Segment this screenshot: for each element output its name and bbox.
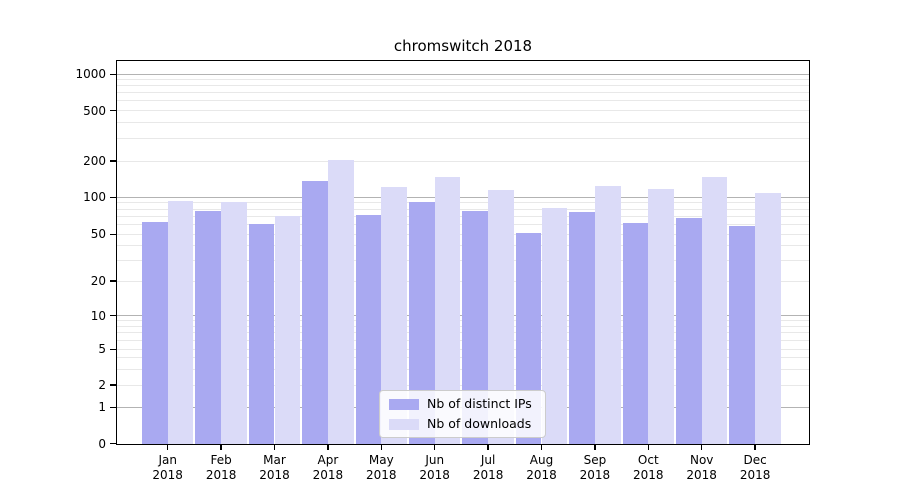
y-axis-tick bbox=[110, 315, 116, 317]
x-axis-tick-label: Sep 2018 bbox=[579, 453, 611, 482]
x-axis-tick-label: Jun 2018 bbox=[419, 453, 450, 482]
x-axis-tick-label: Feb 2018 bbox=[205, 453, 237, 482]
y-axis-tick bbox=[110, 196, 116, 198]
x-axis-tick-label: Mar 2018 bbox=[259, 453, 290, 482]
x-axis-tick bbox=[380, 445, 382, 450]
bar-downloads-nov bbox=[701, 177, 728, 445]
bar-distinct-ips-mar bbox=[248, 223, 275, 445]
bar-distinct-ips-may bbox=[355, 214, 382, 445]
gridline-minor bbox=[116, 160, 810, 162]
y-axis-tick-label: 5 bbox=[98, 342, 106, 357]
legend-swatch-distinct-ips bbox=[389, 398, 419, 410]
y-axis-tick-label: 1 bbox=[98, 400, 106, 415]
x-axis-tick-label: Oct 2018 bbox=[633, 453, 664, 482]
x-axis-tick-label: Jul 2018 bbox=[472, 453, 504, 482]
legend-label: Nb of distinct IPs bbox=[427, 396, 532, 411]
bar-downloads-jan bbox=[167, 201, 194, 445]
x-axis-tick bbox=[754, 445, 756, 450]
gridline-minor bbox=[116, 85, 810, 87]
legend-item: Nb of downloads bbox=[389, 416, 536, 432]
x-axis-tick bbox=[220, 445, 222, 450]
gridline-minor bbox=[116, 110, 810, 111]
y-axis-tick bbox=[110, 160, 116, 162]
gridline-major bbox=[116, 196, 810, 198]
y-axis-tick-label: 100 bbox=[83, 190, 106, 205]
y-axis-tick-label: 500 bbox=[83, 103, 106, 118]
gridline-major bbox=[116, 73, 810, 75]
x-axis-tick bbox=[434, 445, 436, 450]
x-axis-tick-label: May 2018 bbox=[366, 453, 397, 482]
y-axis-tick-label: 10 bbox=[90, 308, 106, 323]
y-axis-tick bbox=[110, 384, 116, 386]
bar-downloads-feb bbox=[221, 201, 247, 445]
y-axis-tick bbox=[110, 280, 116, 282]
gridline-minor bbox=[116, 202, 810, 204]
gridline-minor bbox=[116, 122, 810, 124]
x-axis-tick-label: Nov 2018 bbox=[686, 453, 717, 482]
x-axis-tick-label: Dec 2018 bbox=[739, 453, 771, 482]
bar-distinct-ips-oct bbox=[622, 222, 649, 445]
y-axis-tick-label: 20 bbox=[90, 274, 106, 288]
x-axis-tick-label: Apr 2018 bbox=[312, 453, 344, 482]
bar-distinct-ips-apr bbox=[302, 181, 328, 445]
bar-distinct-ips-jan bbox=[142, 221, 168, 445]
bar-downloads-sep bbox=[594, 186, 621, 445]
x-axis-tick bbox=[540, 445, 543, 450]
x-axis-tick bbox=[701, 445, 703, 450]
bar-downloads-mar bbox=[274, 215, 301, 445]
y-axis-tick bbox=[110, 442, 116, 445]
y-axis-tick-label: 0 bbox=[98, 436, 106, 451]
y-axis-tick-label: 50 bbox=[90, 227, 106, 242]
x-axis-tick bbox=[594, 445, 596, 450]
y-axis-tick-label: 200 bbox=[83, 154, 106, 168]
bar-downloads-oct bbox=[648, 188, 674, 445]
gridline-minor bbox=[116, 138, 810, 140]
x-axis-tick bbox=[273, 445, 276, 450]
y-axis-tick bbox=[110, 73, 116, 75]
y-axis-tick-label: 2 bbox=[98, 378, 106, 392]
bar-downloads-dec bbox=[755, 192, 781, 445]
y-axis-tick bbox=[110, 406, 116, 408]
gridline-minor bbox=[116, 79, 810, 81]
gridline-minor bbox=[116, 208, 810, 210]
legend-swatch-downloads bbox=[389, 418, 419, 430]
bar-distinct-ips-sep bbox=[569, 211, 595, 445]
y-axis-tick bbox=[110, 348, 116, 350]
x-axis-tick bbox=[327, 445, 329, 450]
bar-distinct-ips-nov bbox=[676, 217, 702, 445]
bar-downloads-apr bbox=[327, 160, 354, 445]
legend-item: Nb of distinct IPs bbox=[389, 396, 536, 412]
x-axis-tick-label: Jan 2018 bbox=[152, 453, 183, 482]
gridline-minor bbox=[116, 100, 810, 102]
x-axis-tick bbox=[167, 445, 169, 450]
bar-distinct-ips-dec bbox=[729, 226, 756, 445]
y-axis-tick bbox=[110, 109, 116, 112]
legend-label: Nb of downloads bbox=[427, 416, 532, 431]
legend: Nb of distinct IPs Nb of downloads bbox=[379, 390, 546, 438]
bar-distinct-ips-feb bbox=[195, 210, 222, 445]
chart-title: chromswitch 2018 bbox=[393, 37, 533, 55]
y-axis-tick bbox=[110, 233, 116, 235]
x-axis-tick bbox=[647, 445, 649, 450]
x-axis-tick bbox=[487, 445, 489, 450]
x-axis-tick-label: Aug 2018 bbox=[526, 453, 557, 482]
y-axis-tick-label: 1000 bbox=[75, 67, 106, 82]
gridline-minor bbox=[116, 92, 810, 94]
